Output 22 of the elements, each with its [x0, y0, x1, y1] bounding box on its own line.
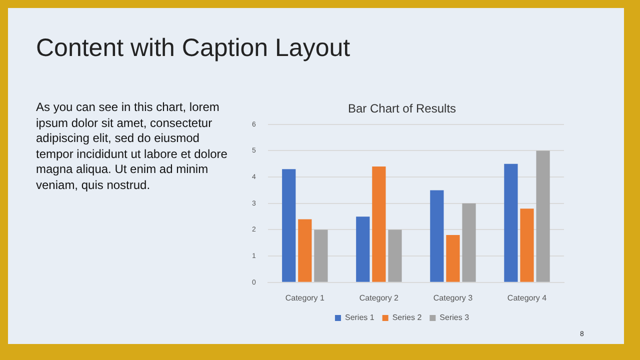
legend-label: Series 3 — [440, 313, 470, 322]
bar — [314, 230, 328, 282]
bar — [372, 166, 386, 282]
bar — [536, 150, 550, 282]
bar — [462, 203, 476, 282]
bar — [520, 208, 534, 282]
x-tick-label: Category 2 — [359, 293, 400, 302]
x-tick-label: Category 4 — [507, 293, 548, 302]
bar — [446, 235, 460, 282]
x-tick-label: Category 1 — [285, 293, 326, 302]
bar — [298, 219, 312, 282]
x-tick-label: Category 3 — [433, 293, 474, 302]
chart-title: Bar Chart of Results — [348, 102, 456, 116]
bar — [282, 169, 296, 282]
legend-label: Series 1 — [344, 313, 375, 322]
bar — [388, 230, 402, 282]
bar — [430, 190, 444, 282]
text: Content with Caption Layout — [36, 34, 350, 63]
legend-label: Series 2 — [392, 313, 422, 322]
bar — [504, 164, 518, 282]
bar — [356, 216, 370, 282]
text: As you can see in this chart, lorem ipsum dolor sit amet, consectetur adipiscing elit, sed do eiusmod tempor incididunt ut labore et dolore magna aliqua. Ut enim ad minim veniam, quis nostrud. — [36, 100, 228, 193]
